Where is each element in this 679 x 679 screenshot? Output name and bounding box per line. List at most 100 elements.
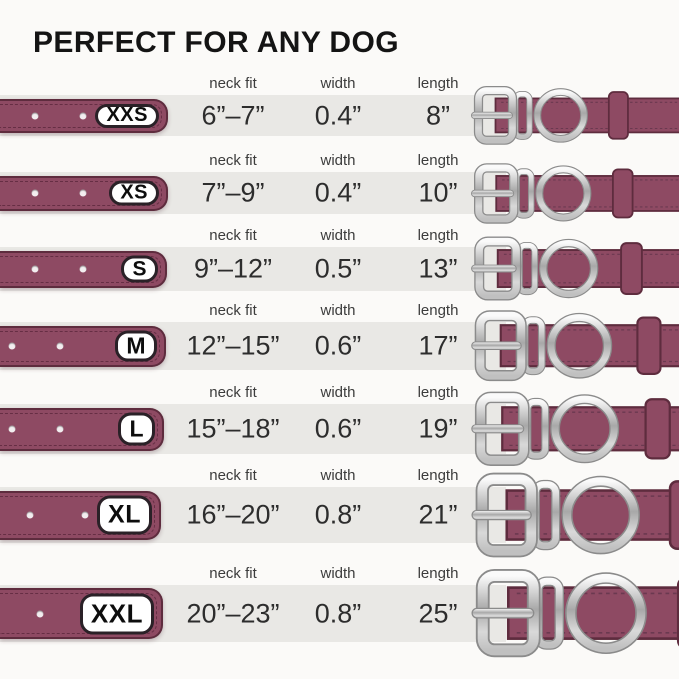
neck-fit-value: 20”–23” — [186, 598, 280, 628]
size-row: neck fit width length 7”–9” 0.4” 10” XS — [0, 148, 679, 224]
collar-hole — [31, 265, 39, 273]
column-header-neck-fit: neck fit — [209, 467, 257, 484]
collar-hole — [79, 265, 87, 273]
length-value: 17” — [418, 330, 458, 361]
collar-hole — [56, 342, 64, 350]
collar-hole — [56, 425, 64, 433]
buckle-pin-icon — [471, 265, 517, 273]
length-value: 25” — [418, 598, 458, 628]
width-value: 0.4” — [314, 177, 362, 208]
size-row: neck fit width length 12”–15” 0.6” 17” M — [0, 298, 679, 382]
collar-buckle-graphic — [470, 86, 679, 145]
size-row: neck fit width length 15”–18” 0.6” 19” L — [0, 380, 679, 467]
leather-keeper-loop — [668, 480, 679, 550]
column-header-length: length — [417, 75, 459, 92]
column-header-neck-fit: neck fit — [209, 152, 257, 169]
leather-keeper-loop — [644, 398, 671, 460]
column-headers: neck fit width length — [0, 223, 679, 247]
neck-fit-value: 6”–7” — [201, 100, 265, 130]
collar-strap-graphic: S — [0, 250, 167, 288]
collar-buckle-graphic — [471, 237, 679, 301]
column-headers: neck fit width length — [0, 298, 679, 322]
column-header-width: width — [320, 152, 356, 169]
buckle-pin-icon — [471, 424, 525, 434]
collar-strap-graphic: XXS — [0, 98, 168, 133]
width-value: 0.6” — [314, 330, 362, 361]
neck-fit-value: 12”–15” — [186, 330, 280, 361]
column-header-neck-fit: neck fit — [209, 227, 257, 244]
collar-buckle-graphic — [471, 310, 679, 382]
column-header-length: length — [417, 467, 459, 484]
collar-hole — [79, 189, 87, 197]
neck-fit-value: 9”–12” — [193, 253, 273, 284]
column-headers: neck fit width length — [0, 148, 679, 172]
size-badge: L — [118, 412, 155, 446]
column-header-width: width — [320, 565, 356, 582]
column-header-width: width — [320, 75, 356, 92]
size-badge: XXL — [79, 593, 154, 634]
buckle-pin-icon — [470, 111, 513, 120]
collar-strap-graphic: XL — [0, 490, 161, 540]
leather-keeper-loop — [620, 242, 643, 296]
width-value: 0.6” — [314, 413, 362, 444]
size-row: neck fit width length 16”–20” 0.8” 21” X… — [0, 463, 679, 558]
buckle-pin-icon — [471, 341, 522, 351]
column-headers: neck fit width length — [0, 380, 679, 404]
collar-hole — [36, 610, 44, 617]
neck-fit-value: 15”–18” — [186, 413, 280, 444]
size-row: neck fit width length 9”–12” 0.5” 13” S — [0, 223, 679, 301]
collar-strap-graphic: L — [0, 407, 164, 451]
neck-fit-value: 16”–20” — [186, 499, 280, 530]
collar-strap-graphic: XS — [0, 175, 168, 211]
column-header-length: length — [417, 152, 459, 169]
collar-hole — [31, 189, 39, 197]
buckle-pin-icon — [471, 608, 535, 619]
length-value: 19” — [418, 413, 458, 444]
column-header-neck-fit: neck fit — [209, 565, 257, 582]
width-value: 0.4” — [314, 100, 362, 130]
column-header-length: length — [417, 302, 459, 319]
column-header-width: width — [320, 227, 356, 244]
column-header-length: length — [417, 565, 459, 582]
leather-keeper-loop — [607, 91, 629, 140]
column-header-width: width — [320, 384, 356, 401]
size-badge: XXS — [95, 103, 159, 128]
buckle-pin-icon — [471, 189, 515, 197]
collar-stitching — [0, 593, 157, 634]
leather-keeper-loop — [611, 168, 634, 218]
page-title: PERFECT FOR ANY DOG — [33, 26, 399, 59]
buckle-pin-icon — [471, 509, 532, 521]
collar-buckle-graphic — [471, 162, 679, 224]
collar-hole — [31, 112, 39, 119]
collar-hole — [8, 425, 16, 433]
column-header-neck-fit: neck fit — [209, 75, 257, 92]
column-header-length: length — [417, 384, 459, 401]
collar-stitching — [0, 412, 158, 446]
length-value: 21” — [418, 499, 458, 530]
collar-hole — [8, 342, 16, 350]
size-badge: XL — [97, 495, 152, 535]
size-row: neck fit width length 6”–7” 0.4” 8” XXS — [0, 71, 679, 145]
length-value: 8” — [425, 100, 451, 130]
column-header-width: width — [320, 467, 356, 484]
size-badge: S — [121, 255, 158, 283]
collar-stitching — [0, 103, 162, 128]
width-value: 0.5” — [314, 253, 362, 284]
collar-stitching — [0, 330, 160, 362]
collar-hole — [81, 511, 89, 519]
column-headers: neck fit width length — [0, 463, 679, 487]
size-row: neck fit width length 20”–23” 0.8” 25” X… — [0, 561, 679, 658]
collar-stitching — [0, 180, 162, 206]
length-value: 10” — [418, 177, 458, 208]
collar-stitching — [0, 255, 161, 283]
length-value: 13” — [418, 253, 458, 284]
collar-strap-graphic: XXL — [0, 588, 163, 639]
collar-stitching — [0, 495, 155, 535]
collar-buckle-graphic — [471, 391, 679, 467]
column-header-neck-fit: neck fit — [209, 302, 257, 319]
column-headers: neck fit width length — [0, 71, 679, 95]
collar-buckle-graphic — [471, 569, 679, 658]
column-headers: neck fit width length — [0, 561, 679, 585]
width-value: 0.8” — [314, 598, 362, 628]
collar-strap-graphic: M — [0, 325, 166, 367]
